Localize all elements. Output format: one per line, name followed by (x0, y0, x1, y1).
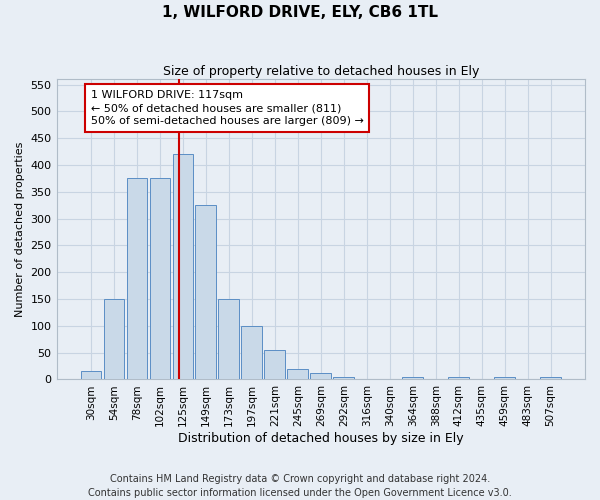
Bar (173, 154, 193, 380)
Bar (104, 299, 124, 380)
Bar (218, 299, 239, 380)
Bar (196, 205, 216, 380)
Bar (127, 178, 147, 380)
Bar (334, 377, 354, 380)
Bar (241, 326, 262, 380)
Bar (80, 372, 101, 380)
Title: Size of property relative to detached houses in Ely: Size of property relative to detached ho… (163, 65, 479, 78)
Text: Contains HM Land Registry data © Crown copyright and database right 2024.
Contai: Contains HM Land Registry data © Crown c… (88, 474, 512, 498)
Bar (540, 377, 561, 380)
Bar (310, 373, 331, 380)
Bar (448, 377, 469, 380)
Text: 1, WILFORD DRIVE, ELY, CB6 1TL: 1, WILFORD DRIVE, ELY, CB6 1TL (162, 5, 438, 20)
Bar (494, 377, 515, 380)
X-axis label: Distribution of detached houses by size in Ely: Distribution of detached houses by size … (178, 432, 464, 445)
Text: 1 WILFORD DRIVE: 117sqm
← 50% of detached houses are smaller (811)
50% of semi-d: 1 WILFORD DRIVE: 117sqm ← 50% of detache… (91, 90, 364, 126)
Bar (403, 377, 423, 380)
Bar (287, 368, 308, 380)
Bar (265, 350, 285, 380)
Bar (149, 178, 170, 380)
Y-axis label: Number of detached properties: Number of detached properties (15, 142, 25, 317)
